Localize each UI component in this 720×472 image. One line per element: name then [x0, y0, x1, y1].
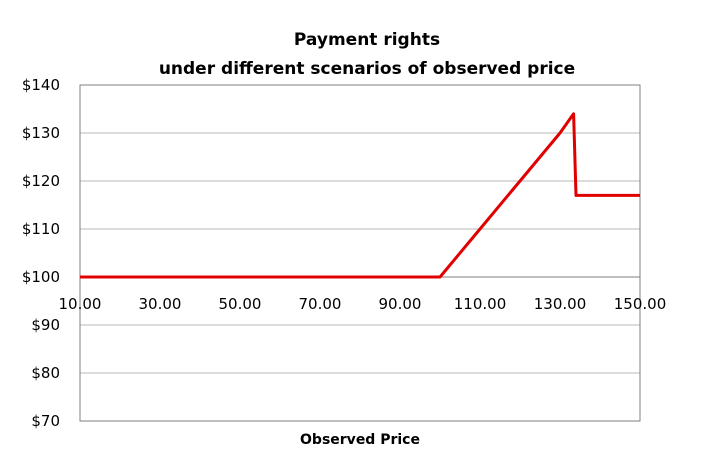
chart-subtitle: under different scenarios of observed pr…	[159, 59, 575, 79]
plot-area	[79, 84, 641, 422]
y-tick-label: $140	[22, 76, 60, 94]
series-line-0	[80, 112, 640, 279]
x-axis-label: Observed Price	[300, 432, 420, 448]
x-tick-label: 70.00	[299, 295, 342, 313]
y-tick-label: $110	[22, 220, 60, 238]
y-tick-label: $70	[31, 412, 60, 430]
x-tick-label: 50.00	[219, 295, 262, 313]
x-tick-labels: 10.00 30.00 50.00 70.00 90.00 110.00 130.00 150…	[59, 295, 667, 313]
gridlines	[80, 132, 640, 374]
chart-title: Payment rights	[294, 30, 440, 50]
x-tick-label: 30.00	[139, 295, 182, 313]
x-tick-label: 150.00	[614, 295, 667, 313]
y-tick-label: $130	[22, 124, 60, 142]
x-tick-label: 90.00	[379, 295, 422, 313]
y-tick-label: $120	[22, 172, 60, 190]
x-tick-label: 110.00	[454, 295, 507, 313]
x-tick-label: 10.00	[59, 295, 102, 313]
x-tick-label: 130.00	[534, 295, 587, 313]
y-tick-label: $80	[31, 364, 60, 382]
y-tick-label: $90	[31, 316, 60, 334]
y-tick-labels: $70 $80 $90 $100 $110 $120 $130 $140	[22, 76, 60, 430]
y-tick-label: $100	[22, 268, 60, 286]
series-group	[80, 112, 640, 279]
